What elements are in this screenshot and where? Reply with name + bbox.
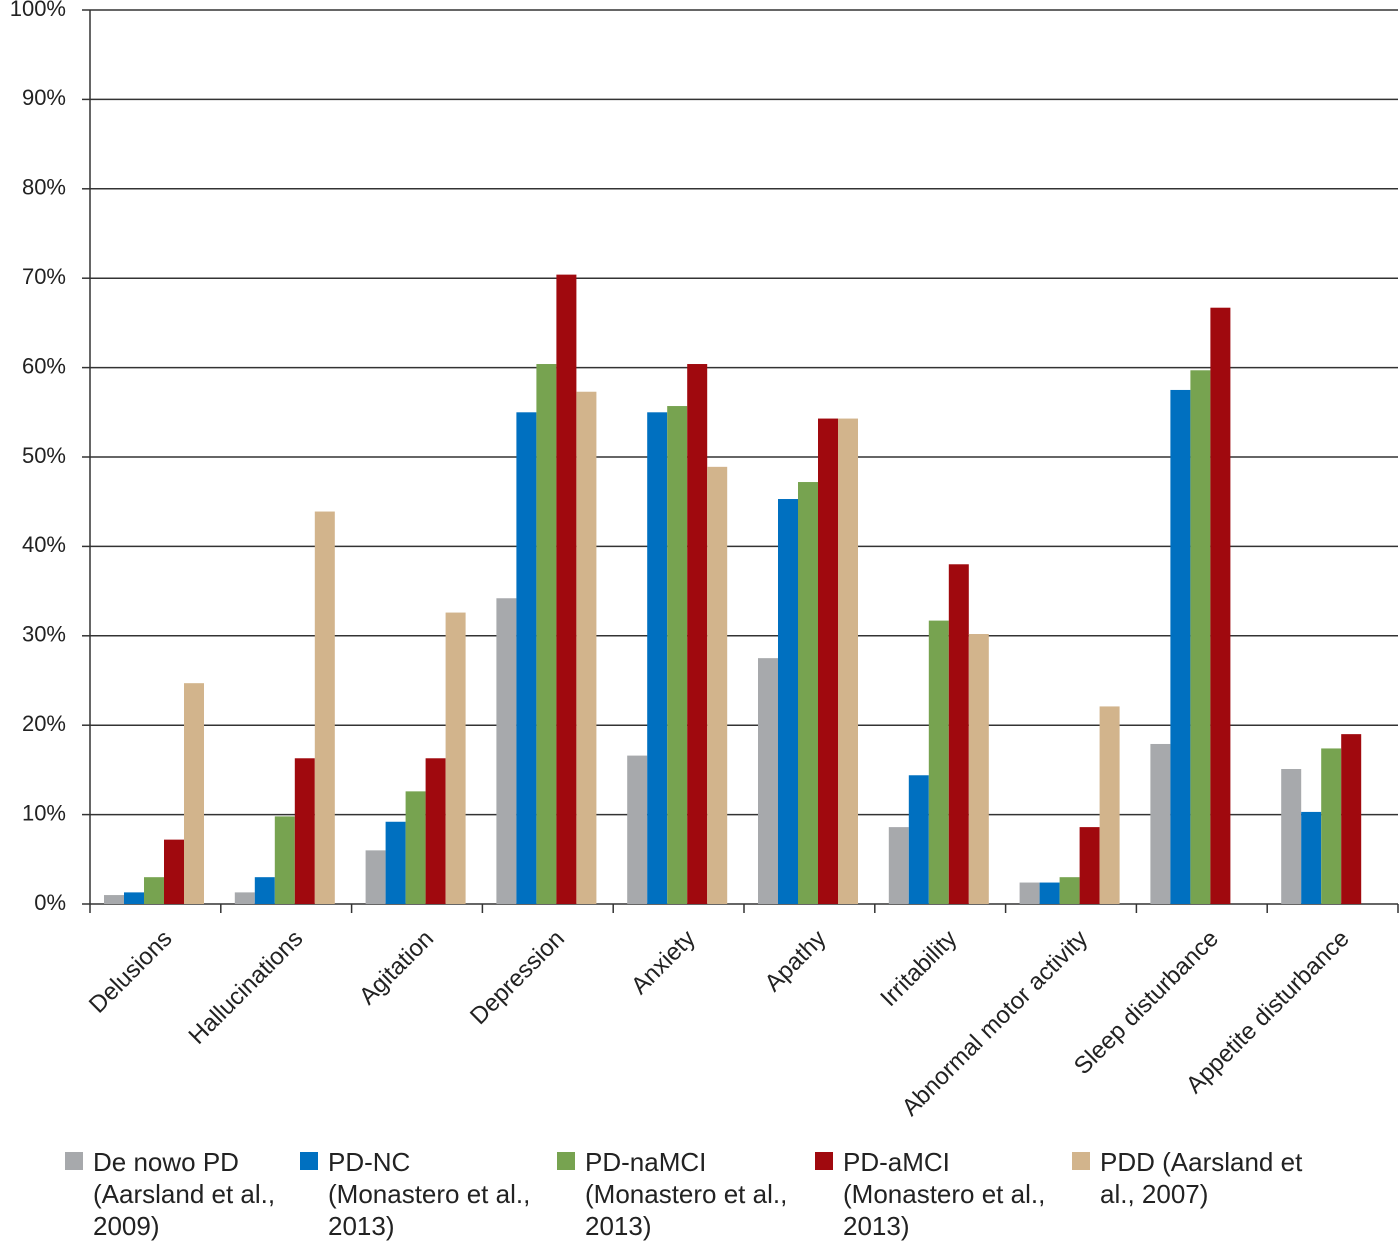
bar [687, 364, 708, 904]
x-tick-label: Apathy [760, 925, 832, 997]
y-tick-label: 20% [22, 711, 66, 736]
legend-label: PD-NC (Monastero et al., 2013) [328, 1147, 531, 1241]
legend-swatch [1072, 1152, 1090, 1170]
bar [445, 612, 466, 904]
bar [888, 827, 909, 904]
bar [1301, 811, 1322, 904]
bar [1039, 882, 1060, 904]
x-tick-label: Anxiety [626, 925, 701, 1000]
x-tick-label: Irritability [875, 925, 962, 1012]
bar [1321, 748, 1342, 904]
bar [516, 412, 537, 904]
bar [1210, 307, 1231, 904]
legend-swatch [815, 1152, 833, 1170]
legend-swatch [65, 1152, 83, 1170]
legend-label: PDD (Aarsland et al., 2007) [1100, 1147, 1303, 1209]
bar [124, 892, 144, 904]
bar [968, 634, 989, 904]
bar [1099, 706, 1120, 904]
legend-item: PD-naMCI (Monastero et al., 2013) [557, 1146, 792, 1242]
legend-item: PD-aMCI (Monastero et al., 2013) [815, 1146, 1050, 1242]
bar [184, 683, 204, 904]
legend-swatch [300, 1152, 318, 1170]
y-tick-label: 50% [22, 443, 66, 468]
bar [838, 418, 858, 904]
y-tick-label: 100% [10, 0, 66, 21]
bar [164, 839, 184, 904]
legend-label: PD-naMCI (Monastero et al., 2013) [585, 1147, 788, 1241]
bar [818, 418, 838, 904]
bar [234, 892, 255, 904]
x-tick-label: Hallucinations [184, 925, 309, 1050]
bar [1341, 734, 1362, 904]
bar [908, 775, 929, 904]
bar [647, 412, 668, 904]
y-tick-label: 40% [22, 532, 66, 557]
x-tick-label: Delusions [84, 925, 178, 1019]
bar [144, 877, 164, 904]
bar [928, 620, 949, 904]
bar [1079, 827, 1100, 904]
bar [556, 274, 577, 904]
y-tick-label: 80% [22, 175, 66, 200]
bar [1281, 769, 1302, 904]
bar [948, 564, 969, 904]
legend-swatch [557, 1152, 575, 1170]
bar [294, 758, 315, 904]
chart: 0% 10% 20% 30% 40% 50% 60% 70% 80% 90% 100% Delusio… [10, 0, 1399, 1121]
bar [758, 658, 778, 904]
bar [365, 850, 386, 904]
legend-label: PD-aMCI (Monastero et al., 2013) [843, 1147, 1046, 1241]
bar [536, 364, 557, 904]
y-tick-label: 30% [22, 622, 66, 647]
y-tick-label: 70% [22, 264, 66, 289]
bar [1019, 882, 1040, 904]
bar [576, 391, 597, 904]
bar [1150, 743, 1171, 904]
y-tick-label: 90% [22, 85, 66, 110]
bar [1170, 389, 1191, 904]
bar [1059, 877, 1080, 904]
bar [496, 598, 517, 904]
bar [425, 758, 446, 904]
legend-item: PDD (Aarsland et al., 2007) [1072, 1146, 1307, 1210]
x-tick-label: Sleep disturbance [1069, 925, 1224, 1080]
x-tick-label: Agitation [354, 925, 439, 1010]
bar [274, 816, 295, 904]
bar [778, 499, 798, 904]
bar [254, 877, 275, 904]
bar [798, 482, 818, 904]
x-tick-label: Depression [465, 925, 570, 1030]
bar [707, 466, 728, 904]
bar [385, 821, 406, 904]
bar [1190, 370, 1211, 905]
legend-label: De nowo PD (Aarsland et al., 2009) [93, 1147, 276, 1241]
y-tick-label: 0% [34, 890, 66, 915]
bar [405, 791, 426, 904]
y-tick-label: 60% [22, 353, 66, 378]
bar [627, 755, 648, 904]
legend-item: De nowo PD (Aarsland et al., 2009) [65, 1146, 300, 1242]
y-tick-label: 10% [22, 800, 66, 825]
bar [104, 895, 124, 904]
bar [667, 406, 688, 904]
legend-item: PD-NC (Monastero et al., 2013) [300, 1146, 535, 1242]
bar [314, 511, 335, 904]
